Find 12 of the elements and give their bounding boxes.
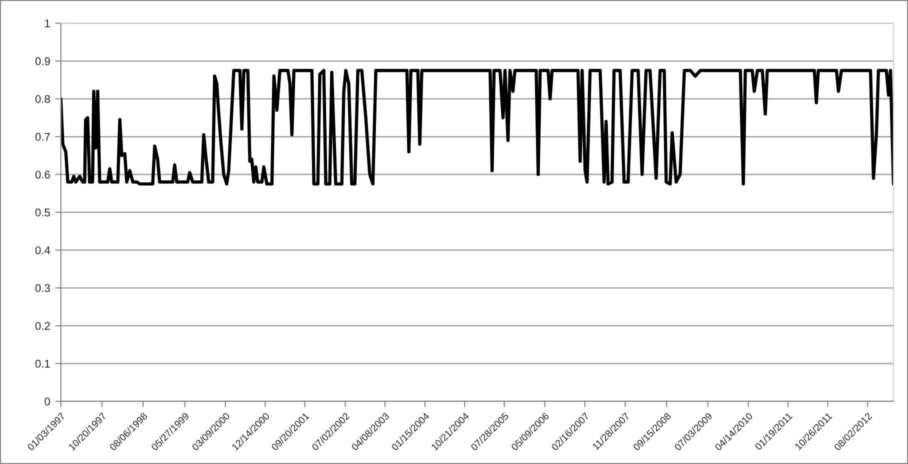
y-tick-label: 0.8 — [35, 95, 50, 103]
y-tick-label: 0.3 — [35, 284, 50, 292]
y-tick-label: 0.5 — [35, 208, 50, 216]
line-series — [60, 68, 894, 186]
y-tick-label: 0.6 — [35, 170, 50, 179]
y-tick-label: 0.2 — [35, 322, 50, 330]
y-tick-label: 1 — [45, 20, 50, 28]
y-tick-label: 0.4 — [35, 246, 50, 254]
y-tick-label: 0.9 — [35, 57, 50, 66]
y-tick-label: 0.7 — [35, 132, 50, 141]
y-tick-label: 0.1 — [35, 360, 50, 368]
y-tick-label: 0 — [44, 398, 50, 406]
